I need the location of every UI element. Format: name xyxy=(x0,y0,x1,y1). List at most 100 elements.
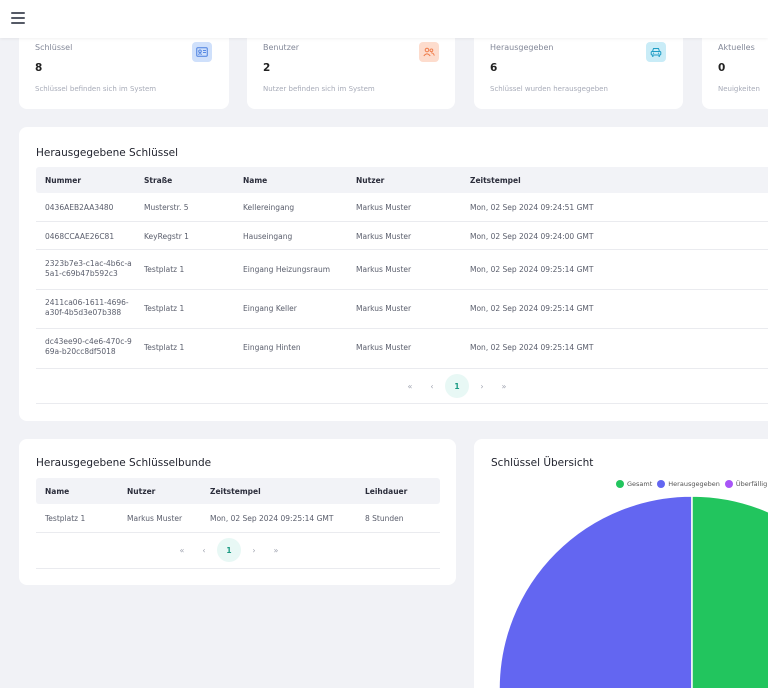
column-header[interactable]: Name xyxy=(45,487,70,496)
stat-description: Schlüssel befinden sich im System xyxy=(35,85,157,93)
pie-chart xyxy=(498,495,768,688)
legend-swatch xyxy=(657,480,666,488)
cell-user: Markus Muster xyxy=(356,203,412,212)
cell-number: 2323b7e3-c1ac-4b6c-a5a1-c69b47b592c3 xyxy=(45,259,132,278)
table-row[interactable]: dc43ee90-c4e6-470c-969a-b20cc8df5018 Tes… xyxy=(36,329,768,369)
page-1-button[interactable]: 1 xyxy=(445,374,469,398)
stat-label: Herausgegeben xyxy=(490,43,554,52)
cell-timestamp: Mon, 02 Sep 2024 09:24:51 GMT xyxy=(470,203,594,212)
column-header[interactable]: Leihdauer xyxy=(365,487,408,496)
column-header[interactable]: Nutzer xyxy=(127,487,156,496)
stat-label: Benutzer xyxy=(263,43,300,52)
stat-description: Nutzer befinden sich im System xyxy=(263,85,375,93)
cell-user: Markus Muster xyxy=(356,343,412,352)
column-header[interactable]: Zeitstempel xyxy=(470,176,521,185)
key-overview-card: Schlüssel Übersicht Gesamt Herausgegeben… xyxy=(474,439,768,688)
cell-duration: 8 Stunden xyxy=(365,514,404,523)
cell-number: 0436AEB2AA3480 xyxy=(45,203,114,212)
key-overview-title: Schlüssel Übersicht xyxy=(491,457,594,469)
cell-street: Testplatz 1 xyxy=(144,343,185,352)
cell-name: Testplatz 1 xyxy=(45,514,86,523)
cell-name: Eingang Keller xyxy=(243,304,297,313)
legend-swatch xyxy=(724,480,733,488)
column-header[interactable]: Zeitstempel xyxy=(210,487,261,496)
next-page-button[interactable]: › xyxy=(480,381,484,391)
id-card-icon xyxy=(192,42,212,62)
pie-slice-gesamt[interactable] xyxy=(691,495,768,688)
stat-description: Neuigkeiten xyxy=(718,85,760,93)
issued-bundles-title: Herausgegebene Schlüsselbunde xyxy=(36,457,212,469)
column-header[interactable]: Straße xyxy=(144,176,173,185)
cell-name: Kellereingang xyxy=(243,203,295,212)
stat-label: Aktuelles xyxy=(718,43,755,52)
cell-user: Markus Muster xyxy=(356,265,412,274)
table-header: Name Nutzer Zeitstempel Leihdauer xyxy=(36,478,440,504)
prev-page-button[interactable]: ‹ xyxy=(202,545,206,555)
divider xyxy=(36,403,768,404)
stat-value: 8 xyxy=(35,62,43,74)
column-header[interactable]: Nummer xyxy=(45,176,82,185)
cell-timestamp: Mon, 02 Sep 2024 09:25:14 GMT xyxy=(470,265,594,274)
legend-swatch xyxy=(616,480,624,488)
stat-value: 6 xyxy=(490,62,498,74)
cell-user: Markus Muster xyxy=(356,232,412,241)
pagination: « ‹ 1 › » xyxy=(175,538,283,562)
first-page-button[interactable]: « xyxy=(407,381,413,391)
users-icon xyxy=(419,42,439,62)
car-icon xyxy=(646,42,666,62)
cell-timestamp: Mon, 02 Sep 2024 09:25:14 GMT xyxy=(210,514,334,523)
cell-timestamp: Mon, 02 Sep 2024 09:24:00 GMT xyxy=(470,232,594,241)
prev-page-button[interactable]: ‹ xyxy=(430,381,434,391)
stat-card-users: Benutzer 2 Nutzer befinden sich im Syste… xyxy=(247,32,455,109)
cell-name: Eingang Hinten xyxy=(243,343,301,352)
issued-keys-title: Herausgegebene Schlüssel xyxy=(36,147,179,159)
table-row[interactable]: 0468CCAAE26C81 KeyRegstr 1 Hauseingang M… xyxy=(36,222,768,250)
last-page-button[interactable]: » xyxy=(273,545,279,555)
cell-user: Markus Muster xyxy=(356,304,412,313)
legend-item-gesamt[interactable]: Gesamt xyxy=(616,480,652,488)
legend-label: Gesamt xyxy=(627,480,653,488)
stat-value: 0 xyxy=(718,62,726,74)
stat-value: 2 xyxy=(263,62,271,74)
legend-label: Herausgegeben xyxy=(668,480,720,488)
pagination: « ‹ 1 › » xyxy=(403,374,511,398)
column-header[interactable]: Nutzer xyxy=(356,176,385,185)
last-page-button[interactable]: » xyxy=(501,381,507,391)
cell-timestamp: Mon, 02 Sep 2024 09:25:14 GMT xyxy=(470,304,594,313)
table-row[interactable]: 0436AEB2AA3480 Musterstr. 5 Kellereingan… xyxy=(36,193,768,222)
next-page-button[interactable]: › xyxy=(252,545,256,555)
first-page-button[interactable]: « xyxy=(179,545,185,555)
cell-street: KeyRegstr 1 xyxy=(144,232,189,241)
legend-item-herausgegeben[interactable]: Herausgegeben xyxy=(657,480,720,488)
hamburger-menu-icon[interactable] xyxy=(11,12,25,24)
cell-number: 2411ca06-1611-4696-a30f-4b5d3e07b388 xyxy=(45,298,129,317)
stat-card-news: Aktuelles 0 Neuigkeiten xyxy=(702,32,768,109)
table-row[interactable]: Testplatz 1 Markus Muster Mon, 02 Sep 20… xyxy=(36,504,440,533)
stat-card-keys: Schlüssel 8 Schlüssel befinden sich im S… xyxy=(19,32,229,109)
table-row[interactable]: 2323b7e3-c1ac-4b6c-a5a1-c69b47b592c3 Tes… xyxy=(36,250,768,290)
cell-street: Testplatz 1 xyxy=(144,304,185,313)
stat-card-issued: Herausgegeben 6 Schlüssel wurden herausg… xyxy=(474,32,683,109)
stat-description: Schlüssel wurden herausgegeben xyxy=(490,85,608,93)
stat-label: Schlüssel xyxy=(35,43,73,52)
cell-street: Musterstr. 5 xyxy=(144,203,189,212)
cell-street: Testplatz 1 xyxy=(144,265,185,274)
table-header: Nummer Straße Name Nutzer Zeitstempel xyxy=(36,167,768,193)
legend-item-ueberfaellig[interactable]: Überfällig xyxy=(724,480,768,488)
cell-number: dc43ee90-c4e6-470c-969a-b20cc8df5018 xyxy=(45,337,132,356)
chart-legend: Gesamt Herausgegeben Überfällig xyxy=(616,480,768,488)
issued-keys-card: Herausgegebene Schlüssel Nummer Straße N… xyxy=(19,127,768,421)
legend-label: Überfällig xyxy=(735,480,768,488)
pie-slice-herausgegeben[interactable] xyxy=(498,495,693,688)
issued-bundles-card: Herausgegebene Schlüsselbunde Name Nutze… xyxy=(19,439,456,585)
cell-name: Eingang Heizungsraum xyxy=(243,265,331,274)
cell-number: 0468CCAAE26C81 xyxy=(45,232,115,241)
page-1-button[interactable]: 1 xyxy=(217,538,241,562)
divider xyxy=(36,568,440,569)
table-row[interactable]: 2411ca06-1611-4696-a30f-4b5d3e07b388 Tes… xyxy=(36,290,768,329)
column-header[interactable]: Name xyxy=(243,176,268,185)
cell-timestamp: Mon, 02 Sep 2024 09:25:14 GMT xyxy=(470,343,594,352)
cell-name: Hauseingang xyxy=(243,232,293,241)
top-bar xyxy=(0,0,768,38)
cell-user: Markus Muster xyxy=(127,514,183,523)
